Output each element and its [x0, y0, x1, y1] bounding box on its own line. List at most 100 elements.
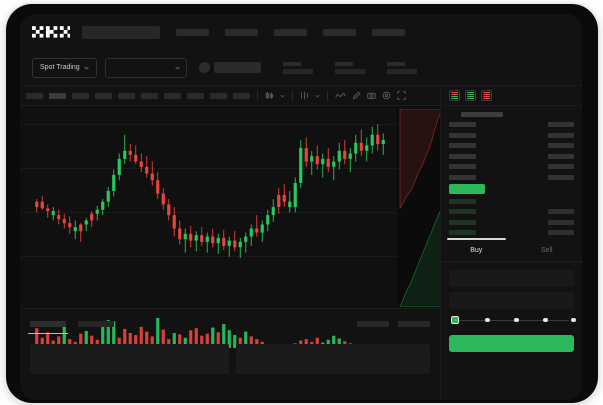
market-stat-3-value: [386, 68, 417, 74]
market-stat-2-value: [334, 68, 365, 74]
device-frame: Spot Trading: [6, 4, 598, 403]
candlestick-series: [35, 124, 385, 258]
ask-amount: [548, 143, 574, 149]
timeframe-button-6[interactable]: [141, 92, 158, 99]
chart-gridline: [20, 168, 440, 169]
slider-stop-75[interactable]: [543, 317, 548, 323]
market-stat-1-value: [282, 68, 313, 74]
okx-logo[interactable]: [32, 25, 70, 39]
trading-pair-selector[interactable]: [104, 57, 187, 78]
ask-amount: [548, 175, 574, 181]
order-form: [441, 262, 582, 352]
market-type-selector[interactable]: Spot Trading: [32, 57, 97, 78]
ask-price: [449, 175, 476, 181]
drawing-pencil-icon[interactable]: [352, 91, 361, 100]
header-search-input[interactable]: [82, 25, 160, 39]
indicators-icon[interactable]: [300, 91, 309, 100]
ask-price: [449, 143, 476, 149]
timeframe-button-1[interactable]: [26, 92, 43, 99]
slider-stop-50[interactable]: [514, 317, 519, 323]
slider-handle[interactable]: [451, 316, 459, 325]
line-chart-icon[interactable]: [335, 92, 346, 99]
orders-action-1[interactable]: [357, 321, 389, 327]
ask-amount: [548, 132, 574, 138]
ask-price: [449, 153, 476, 159]
order-book-bid-row[interactable]: [449, 218, 574, 226]
slider-stop-100[interactable]: [571, 317, 576, 323]
timeframe-button-5[interactable]: [118, 92, 135, 99]
fullscreen-icon[interactable]: [397, 91, 406, 100]
depth-bids-icon[interactable]: [465, 90, 476, 101]
submit-buy-button[interactable]: [449, 334, 574, 352]
timeframe-button-4[interactable]: [95, 92, 112, 99]
order-book-ask-row[interactable]: [449, 163, 574, 171]
chart-gridline: [20, 124, 440, 125]
amount-percent-slider[interactable]: [451, 315, 576, 327]
nav-item-4[interactable]: [323, 28, 356, 36]
order-book-ask-row[interactable]: [449, 152, 574, 160]
market-type-label: Spot Trading: [40, 64, 80, 71]
bid-price: [449, 219, 476, 225]
indicators-chevron-down-icon[interactable]: [315, 94, 320, 98]
slider-stop-25[interactable]: [485, 317, 490, 323]
order-book-bid-row[interactable]: [449, 208, 574, 216]
candlestick-chart-type-icon[interactable]: [265, 91, 274, 100]
ask-price: [449, 164, 476, 170]
tab-open-orders[interactable]: [28, 321, 68, 334]
amount-field[interactable]: [449, 291, 574, 309]
bid-amount: [548, 230, 574, 236]
market-stat-2-label: [334, 61, 353, 66]
orders-panel-tabs: [28, 317, 430, 334]
timeframe-button-3[interactable]: [72, 92, 89, 99]
chart-type-chevron-down-icon[interactable]: [280, 94, 285, 98]
bid-price: [449, 230, 476, 236]
timeframe-button-9[interactable]: [210, 92, 227, 99]
nav-item-5[interactable]: [372, 28, 405, 36]
market-stat-1-label: [282, 61, 301, 66]
ask-amount: [548, 122, 574, 128]
order-book-column-headers: [449, 110, 582, 118]
ask-amount: [548, 164, 574, 170]
tab-order-history[interactable]: [78, 321, 114, 327]
order-book-ask-row[interactable]: [449, 142, 574, 150]
bid-price: [449, 209, 476, 215]
orders-action-2[interactable]: [398, 321, 430, 327]
timeframe-button-10[interactable]: [233, 92, 250, 99]
order-book-bid-row[interactable]: [449, 229, 574, 237]
price-field[interactable]: [449, 269, 574, 287]
orders-content-box-1: [30, 344, 229, 374]
timeframe-button-8[interactable]: [187, 92, 204, 99]
order-book-depth-chart: [397, 109, 445, 307]
nav-item-3[interactable]: [274, 28, 307, 36]
timeframe-button-2[interactable]: [49, 92, 66, 99]
depth-asks-icon[interactable]: [481, 90, 492, 101]
pair-chevron-down-icon: [175, 66, 180, 69]
coin-avatar-icon: [198, 62, 210, 73]
toolbar-divider-3: [327, 91, 328, 100]
chart-gridline: [20, 256, 440, 257]
nav-item-1[interactable]: [176, 28, 209, 36]
chart-settings-icon[interactable]: [382, 91, 391, 100]
slider-track: [454, 319, 569, 322]
market-stat-2: [334, 61, 365, 74]
order-book-bid-row[interactable]: [449, 197, 574, 205]
order-side-tabs: Buy Sell: [441, 237, 582, 262]
order-book-ask-row[interactable]: [449, 131, 574, 139]
nav-item-2[interactable]: [225, 28, 258, 36]
bid-amount: [548, 209, 574, 215]
timeframe-button-7[interactable]: [164, 92, 181, 99]
price-chart[interactable]: [20, 106, 440, 348]
ask-amount: [548, 153, 574, 159]
toolbar-divider-2: [292, 91, 293, 100]
order-book-ask-row[interactable]: [449, 174, 574, 182]
market-stat-3: [386, 61, 417, 74]
order-book-ask-row[interactable]: [449, 121, 574, 129]
ask-price: [449, 122, 476, 128]
order-book: [441, 106, 582, 237]
depth-both-icon[interactable]: [449, 90, 460, 101]
camera-snapshot-icon[interactable]: [367, 91, 376, 100]
app-screen: Spot Trading: [20, 14, 582, 400]
tab-buy[interactable]: Buy: [441, 237, 512, 261]
tab-sell[interactable]: Sell: [540, 246, 553, 254]
